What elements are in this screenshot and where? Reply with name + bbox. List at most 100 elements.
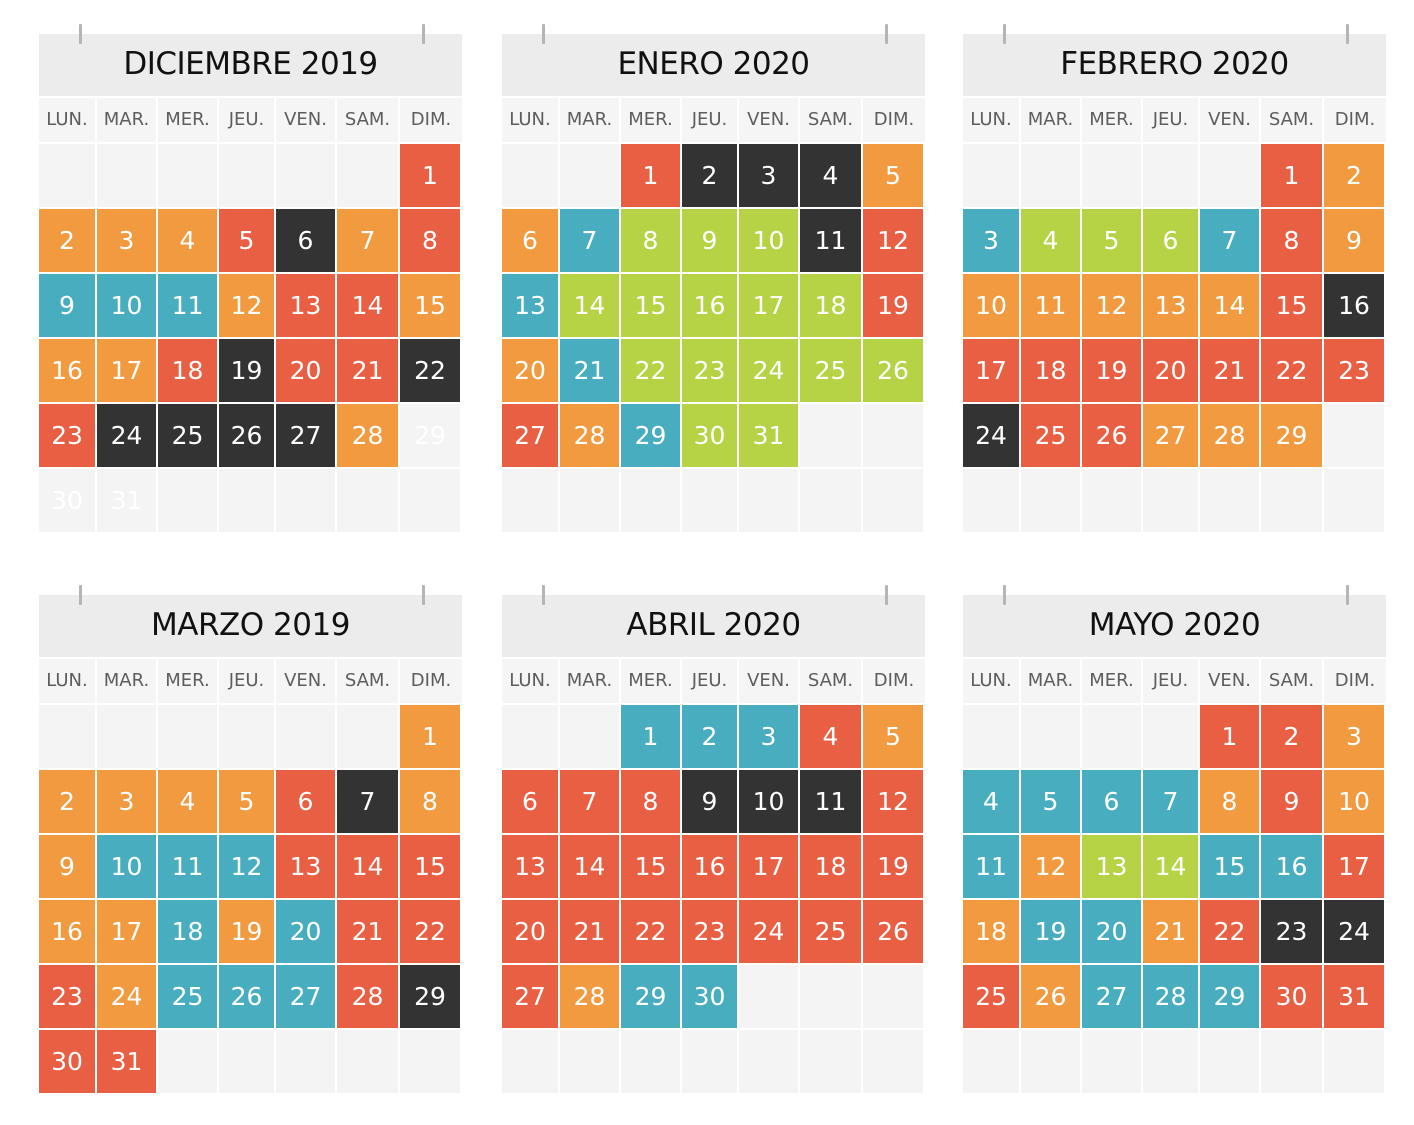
day-cell: 9 (682, 770, 739, 835)
day-cell: 29 (621, 965, 682, 1030)
day-cell: 20 (502, 900, 560, 965)
days-grid: 1 2 3 4 5 6 7 8 9 10 11 12 13 14 15 16 17 18 19 20 21 22 23 24 2… (963, 705, 1386, 1095)
day-cell: 18 (158, 900, 219, 965)
day-cell: 12 (1021, 835, 1082, 900)
binder-ring-icon (1346, 585, 1349, 605)
day-cell: 15 (621, 274, 682, 339)
day-cell: 29 (621, 404, 682, 469)
weekday-row: LUN. MAR. MER. JEU. VEN. SAM. DIM. (39, 98, 462, 144)
weekday-label: LUN. (39, 98, 97, 142)
day-cell: 25 (1021, 404, 1082, 469)
day-cell: 24 (963, 404, 1021, 469)
weekday-label: MER. (158, 98, 219, 142)
empty-day-cell (1200, 144, 1261, 209)
day-cell: 20 (276, 339, 337, 404)
day-cell: 3 (739, 705, 800, 770)
day-cell: 17 (739, 835, 800, 900)
weekday-label: MER. (1082, 98, 1143, 142)
empty-day-cell (800, 404, 863, 469)
day-cell: 5 (1082, 209, 1143, 274)
day-cell: 17 (97, 339, 158, 404)
weekday-label: JEU. (682, 98, 739, 142)
binder-ring-icon (79, 585, 82, 605)
month-title: ABRIL 2020 (626, 607, 801, 643)
days-grid: 1 2 3 4 5 6 7 8 9 10 11 12 13 14 15 16 17 18 19 20 21 22 23 24 2… (502, 705, 925, 1095)
day-cell: 8 (621, 770, 682, 835)
month-calendar: FEBRERO 2020 LUN. MAR. MER. JEU. VEN. SAM. DIM.… (963, 24, 1386, 534)
empty-day-cell (97, 705, 158, 770)
day-cell: 3 (739, 144, 800, 209)
empty-day-cell (276, 469, 337, 534)
weekday-label: SAM. (337, 98, 400, 142)
day-cell: 23 (1261, 900, 1324, 965)
day-cell: 14 (1200, 274, 1261, 339)
empty-day-cell (1261, 1030, 1324, 1095)
day-cell: 9 (1261, 770, 1324, 835)
day-cell: 28 (1200, 404, 1261, 469)
day-cell: 30 (39, 1030, 97, 1095)
empty-day-cell (502, 705, 560, 770)
day-cell: 28 (337, 404, 400, 469)
day-cell: 12 (219, 835, 276, 900)
weekday-label: JEU. (682, 659, 739, 703)
day-cell: 14 (337, 274, 400, 339)
day-cell: 22 (1261, 339, 1324, 404)
day-cell: 23 (39, 965, 97, 1030)
day-cell: 18 (800, 274, 863, 339)
weekday-label: LUN. (502, 98, 560, 142)
weekday-label: DIM. (1334, 109, 1376, 130)
empty-day-cell (219, 705, 276, 770)
empty-day-cell (621, 469, 682, 534)
weekday-label: VEN. (1200, 659, 1261, 703)
day-cell: 7 (337, 209, 400, 274)
empty-day-cell (560, 705, 621, 770)
day-cell: 12 (863, 770, 925, 835)
empty-day-cell (337, 469, 400, 534)
weekday-label: MAR. (1021, 98, 1082, 142)
empty-day-cell (1143, 705, 1200, 770)
day-cell: 17 (1324, 835, 1386, 900)
empty-day-cell (1143, 469, 1200, 534)
day-cell: 9 (39, 274, 97, 339)
day-cell: 5 (863, 705, 925, 770)
empty-day-cell (39, 705, 97, 770)
day-cell: 27 (502, 965, 560, 1030)
empty-day-cell (337, 705, 400, 770)
day-cell: 27 (502, 404, 560, 469)
day-cell: 22 (1200, 900, 1261, 965)
empty-day-cell (502, 144, 560, 209)
empty-day-cell (800, 469, 863, 534)
empty-day-cell (800, 965, 863, 1030)
month-calendar: DICIEMBRE 2019 LUN. MAR. MER. JEU. VEN. SAM. DI… (39, 24, 462, 534)
day-cell: 6 (502, 770, 560, 835)
empty-day-cell (560, 144, 621, 209)
day-cell: 16 (1261, 835, 1324, 900)
empty-day-cell (400, 469, 462, 534)
weekday-label: JEU. (1143, 659, 1200, 703)
weekday-row: LUN. MAR. MER. JEU. VEN. SAM. DIM. (502, 659, 925, 705)
weekday-label: SAM. (1261, 659, 1324, 703)
day-cell: 11 (963, 835, 1021, 900)
day-cell: 17 (963, 339, 1021, 404)
binder-ring-icon (542, 585, 545, 605)
empty-day-cell (682, 469, 739, 534)
day-cell: 29 (400, 404, 462, 469)
day-cell: 13 (502, 835, 560, 900)
calendar-header: DICIEMBRE 2019 (39, 24, 462, 98)
binder-ring-icon (79, 24, 82, 44)
day-cell: 16 (1324, 274, 1386, 339)
empty-day-cell (276, 1030, 337, 1095)
empty-day-cell (158, 469, 219, 534)
day-cell: 8 (400, 770, 462, 835)
empty-day-cell (1082, 705, 1143, 770)
weekday-label: JEU. (219, 659, 276, 703)
day-cell: 31 (1324, 965, 1386, 1030)
day-cell: 4 (963, 770, 1021, 835)
day-cell: 3 (97, 209, 158, 274)
day-cell: 31 (97, 469, 158, 534)
day-cell: 10 (97, 274, 158, 339)
day-cell: 8 (621, 209, 682, 274)
empty-day-cell (1143, 144, 1200, 209)
weekday-label: MER. (621, 659, 682, 703)
binder-ring-icon (542, 24, 545, 44)
